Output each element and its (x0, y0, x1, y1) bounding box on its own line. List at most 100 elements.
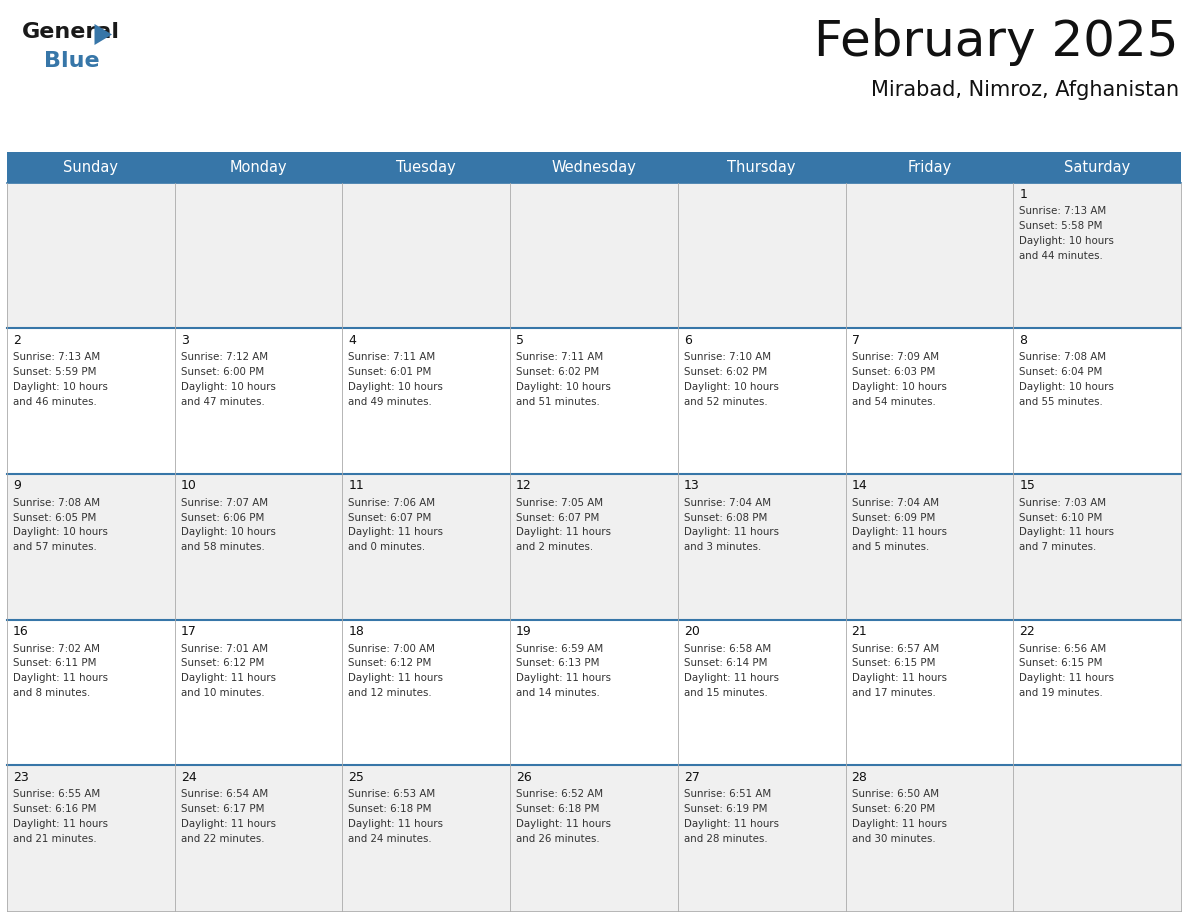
Text: and 24 minutes.: and 24 minutes. (348, 834, 432, 844)
Text: Daylight: 10 hours: Daylight: 10 hours (181, 528, 276, 538)
Bar (846, 766, 1013, 911)
Text: Sunrise: 7:04 AM: Sunrise: 7:04 AM (852, 498, 939, 508)
Text: 7: 7 (852, 334, 860, 347)
Text: and 10 minutes.: and 10 minutes. (181, 688, 265, 698)
Text: Tuesday: Tuesday (397, 160, 456, 174)
Bar (846, 183, 1013, 329)
Text: Saturday: Saturday (1064, 160, 1130, 174)
Text: Daylight: 10 hours: Daylight: 10 hours (13, 528, 108, 538)
Text: Daylight: 10 hours: Daylight: 10 hours (684, 382, 778, 392)
Text: and 51 minutes.: and 51 minutes. (516, 397, 600, 407)
Text: and 57 minutes.: and 57 minutes. (13, 543, 96, 553)
Text: and 7 minutes.: and 7 minutes. (1019, 543, 1097, 553)
Text: 26: 26 (516, 771, 532, 784)
Text: Daylight: 11 hours: Daylight: 11 hours (348, 673, 443, 683)
Text: Daylight: 11 hours: Daylight: 11 hours (516, 673, 611, 683)
Text: Sunrise: 7:12 AM: Sunrise: 7:12 AM (181, 353, 267, 363)
Text: Sunrise: 7:08 AM: Sunrise: 7:08 AM (13, 498, 100, 508)
Text: Daylight: 11 hours: Daylight: 11 hours (852, 673, 947, 683)
Text: 10: 10 (181, 479, 196, 492)
Text: Sunrise: 6:57 AM: Sunrise: 6:57 AM (852, 644, 939, 654)
Bar (510, 620, 678, 766)
Text: Sunset: 5:59 PM: Sunset: 5:59 PM (13, 367, 96, 377)
Text: Blue: Blue (44, 50, 100, 71)
Text: 8: 8 (1019, 334, 1028, 347)
Text: 11: 11 (348, 479, 365, 492)
Text: Daylight: 10 hours: Daylight: 10 hours (1019, 236, 1114, 246)
Text: 14: 14 (852, 479, 867, 492)
Text: Daylight: 11 hours: Daylight: 11 hours (348, 528, 443, 538)
Text: Sunrise: 7:13 AM: Sunrise: 7:13 AM (13, 353, 100, 363)
Text: Sunset: 6:11 PM: Sunset: 6:11 PM (13, 658, 96, 668)
Text: and 58 minutes.: and 58 minutes. (181, 543, 265, 553)
Text: Daylight: 10 hours: Daylight: 10 hours (1019, 382, 1114, 392)
Text: Sunset: 6:05 PM: Sunset: 6:05 PM (13, 512, 96, 522)
Text: Sunrise: 7:00 AM: Sunrise: 7:00 AM (348, 644, 436, 654)
Bar (342, 474, 510, 620)
Text: Sunrise: 6:50 AM: Sunrise: 6:50 AM (852, 789, 939, 800)
Text: Daylight: 11 hours: Daylight: 11 hours (684, 528, 779, 538)
Text: Daylight: 11 hours: Daylight: 11 hours (181, 819, 276, 829)
Text: and 15 minutes.: and 15 minutes. (684, 688, 767, 698)
Text: Sunrise: 6:53 AM: Sunrise: 6:53 AM (348, 789, 436, 800)
Text: 16: 16 (13, 625, 29, 638)
Bar (1013, 329, 1181, 474)
Text: Sunrise: 7:08 AM: Sunrise: 7:08 AM (1019, 353, 1106, 363)
Bar (342, 766, 510, 911)
Text: Sunset: 6:06 PM: Sunset: 6:06 PM (181, 512, 264, 522)
Text: and 55 minutes.: and 55 minutes. (1019, 397, 1102, 407)
Text: and 46 minutes.: and 46 minutes. (13, 397, 96, 407)
Text: 19: 19 (516, 625, 532, 638)
Text: Sunrise: 6:51 AM: Sunrise: 6:51 AM (684, 789, 771, 800)
Text: Sunset: 6:20 PM: Sunset: 6:20 PM (852, 804, 935, 814)
Text: Sunset: 6:03 PM: Sunset: 6:03 PM (852, 367, 935, 377)
Text: Daylight: 11 hours: Daylight: 11 hours (516, 819, 611, 829)
Text: Daylight: 11 hours: Daylight: 11 hours (348, 819, 443, 829)
Text: Sunset: 6:12 PM: Sunset: 6:12 PM (181, 658, 264, 668)
Text: and 19 minutes.: and 19 minutes. (1019, 688, 1102, 698)
Text: Sunrise: 7:07 AM: Sunrise: 7:07 AM (181, 498, 267, 508)
Text: and 0 minutes.: and 0 minutes. (348, 543, 425, 553)
Bar (678, 766, 846, 911)
Bar (175, 620, 342, 766)
Text: Sunset: 6:09 PM: Sunset: 6:09 PM (852, 512, 935, 522)
Text: Sunrise: 6:59 AM: Sunrise: 6:59 AM (516, 644, 604, 654)
Bar (846, 474, 1013, 620)
Text: Wednesday: Wednesday (551, 160, 637, 174)
Text: and 47 minutes.: and 47 minutes. (181, 397, 265, 407)
Text: Sunrise: 6:58 AM: Sunrise: 6:58 AM (684, 644, 771, 654)
Text: Daylight: 11 hours: Daylight: 11 hours (852, 819, 947, 829)
Text: February 2025: February 2025 (815, 18, 1178, 66)
Text: Sunset: 6:18 PM: Sunset: 6:18 PM (348, 804, 432, 814)
Text: Sunset: 6:07 PM: Sunset: 6:07 PM (348, 512, 431, 522)
Text: Sunset: 6:13 PM: Sunset: 6:13 PM (516, 658, 600, 668)
Text: and 14 minutes.: and 14 minutes. (516, 688, 600, 698)
Text: 21: 21 (852, 625, 867, 638)
Text: 24: 24 (181, 771, 196, 784)
Bar (678, 183, 846, 329)
Text: 18: 18 (348, 625, 365, 638)
Bar (510, 329, 678, 474)
Text: 25: 25 (348, 771, 365, 784)
Text: Thursday: Thursday (727, 160, 796, 174)
Bar (678, 474, 846, 620)
Text: Sunrise: 7:11 AM: Sunrise: 7:11 AM (516, 353, 604, 363)
Text: Sunrise: 7:01 AM: Sunrise: 7:01 AM (181, 644, 267, 654)
Bar (175, 766, 342, 911)
Text: 17: 17 (181, 625, 196, 638)
Bar (175, 329, 342, 474)
Text: Sunrise: 7:13 AM: Sunrise: 7:13 AM (1019, 207, 1106, 217)
Text: Sunrise: 7:04 AM: Sunrise: 7:04 AM (684, 498, 771, 508)
Text: 5: 5 (516, 334, 524, 347)
Text: 23: 23 (13, 771, 29, 784)
Text: and 28 minutes.: and 28 minutes. (684, 834, 767, 844)
Text: and 52 minutes.: and 52 minutes. (684, 397, 767, 407)
Text: and 54 minutes.: and 54 minutes. (852, 397, 935, 407)
Text: Sunset: 6:02 PM: Sunset: 6:02 PM (684, 367, 767, 377)
Text: Sunrise: 7:11 AM: Sunrise: 7:11 AM (348, 353, 436, 363)
Text: General: General (23, 22, 120, 42)
Text: Daylight: 11 hours: Daylight: 11 hours (852, 528, 947, 538)
Bar (7, 152, 1181, 183)
Text: Sunset: 6:00 PM: Sunset: 6:00 PM (181, 367, 264, 377)
Text: 1: 1 (1019, 188, 1028, 201)
